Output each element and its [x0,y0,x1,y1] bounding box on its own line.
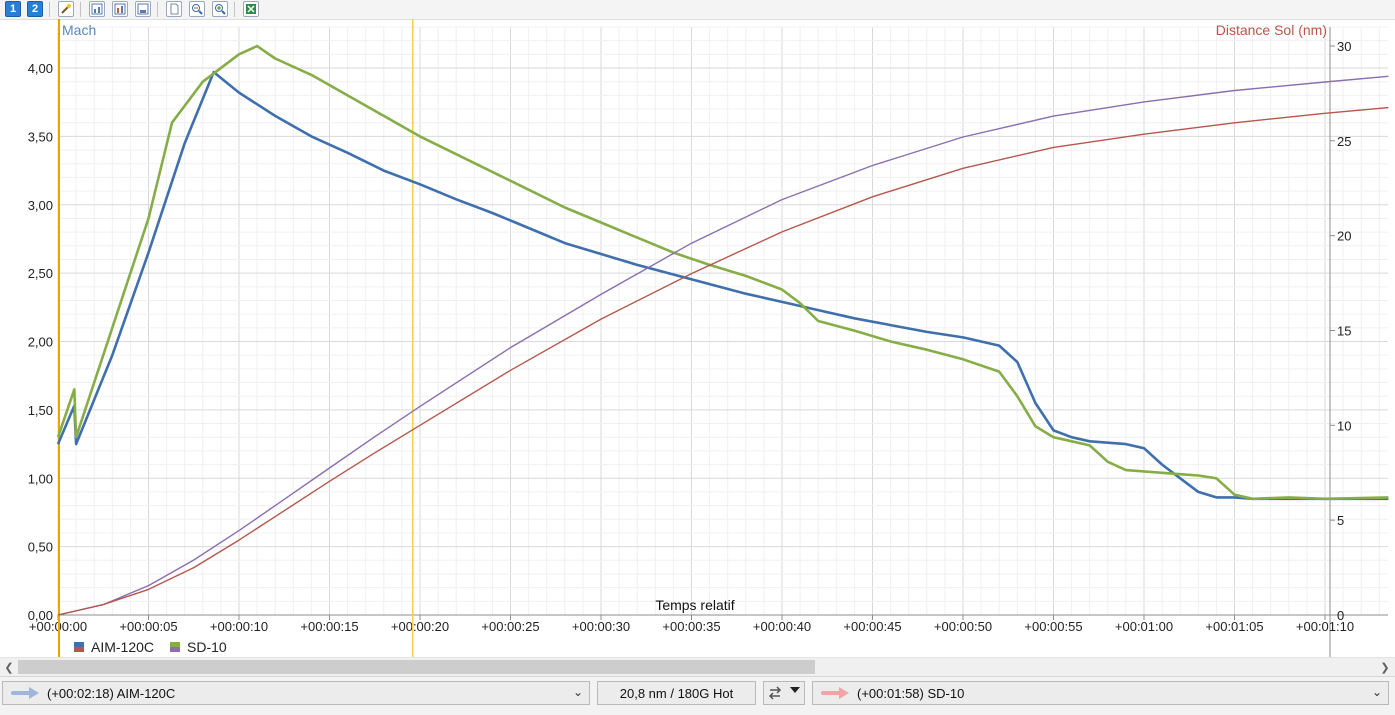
y-left-tick-label: 0,50 [28,540,53,555]
axes: 0,00 0,50 1,00 1,50 2,00 2,50 3,00 3,50 4,00 0 5 10… [28,27,1388,657]
x-tick-label: +00:00:30 [572,619,630,634]
legend-swatch [170,642,181,652]
toolbar-separator [157,2,158,17]
swap-icon [768,686,782,700]
chart-copy-icon[interactable] [112,1,128,17]
y-left-tick-label: 2,50 [28,266,53,281]
y-left-axis-title: Mach [62,22,96,38]
legend-label: AIM-120C [91,639,155,655]
x-tick-label: +00:01:00 [1115,619,1173,634]
distance-readout: 20,8 nm / 180G Hot [597,681,756,705]
legend-item-aim-120c[interactable]: AIM-120C [74,639,154,655]
y-left-tick-label: 1,00 [28,471,53,486]
dropdown-arrow-icon [790,687,800,693]
scrollbar-thumb[interactable] [18,660,815,674]
legend: AIM-120C SD-10 [74,638,243,656]
secondary-missile-label: (+00:01:58) SD-10 [857,685,965,701]
x-tick-label: +00:01:10 [1296,619,1354,634]
x-tick-label: +00:00:05 [119,619,177,634]
y-left-tick-label: 2,00 [28,335,53,350]
swap-button[interactable] [763,681,805,705]
x-tick-label: +00:00:45 [843,619,901,634]
y-right-tick-label: 20 [1337,229,1351,244]
y-right-tick-label: 30 [1337,39,1351,54]
distance-readout-text: 20,8 nm / 180G Hot [619,685,734,701]
y-left-tick-label: 3,50 [28,129,53,144]
series-line-sd-10-distance [57,75,1389,616]
y-right-tick-label: 0 [1337,608,1344,623]
layout-1-button[interactable]: 1 [5,1,21,17]
wand-icon[interactable] [58,1,74,17]
legend-swatch [74,642,84,652]
series-line-aim-120c-mach [56,70,1389,501]
horizontal-scrollbar[interactable]: ❮ ❯ [0,657,1395,676]
cursor-lines [58,19,414,657]
y-left-tick-label: 4,00 [28,61,53,76]
x-tick-label: +00:00:35 [662,619,720,634]
scroll-left-icon[interactable]: ❮ [4,661,14,674]
x-tick-label: +00:00:20 [391,619,449,634]
status-bar: (+00:02:18) AIM-120C ⌄ 20,8 nm / 180G Ho… [0,676,1395,715]
y-right-tick-label: 5 [1337,513,1344,528]
blue-arrow-icon [9,687,39,699]
zoom-in-icon[interactable] [212,1,228,17]
y-right-axis-title: Distance Sol (nm) [1216,22,1327,38]
x-tick-label: +00:00:50 [934,619,992,634]
layout-2-button[interactable]: 2 [27,1,43,17]
secondary-missile-select[interactable]: (+00:01:58) SD-10 ⌄ [812,681,1389,705]
y-left-tick-label: 3,00 [28,198,53,213]
y-right-tick-label: 25 [1337,134,1351,149]
x-tick-label: +00:00:40 [753,619,811,634]
chart-area[interactable]: 0,00 0,50 1,00 1,50 2,00 2,50 3,00 3,50 4,00 0 5 10… [0,19,1395,657]
chart-export-icon[interactable] [89,1,105,17]
toolbar-separator [49,2,50,17]
legend-item-sd-10[interactable]: SD-10 [170,639,227,655]
x-tick-label: +00:00:10 [210,619,268,634]
series-line-sd-10-mach [56,44,1389,501]
primary-missile-label: (+00:02:18) AIM-120C [47,685,176,701]
page-icon[interactable] [166,1,182,17]
chevron-down-icon: ⌄ [1371,685,1382,699]
x-tick-label: +00:00:25 [481,619,539,634]
excel-export-icon[interactable] [243,1,259,17]
x-axis-title: Temps relatif [655,597,734,613]
scroll-right-icon[interactable]: ❯ [1380,661,1390,674]
red-arrow-icon [819,687,849,699]
y-right-tick-label: 15 [1337,323,1351,338]
toolbar-separator [234,2,235,17]
chart-print-icon[interactable] [135,1,151,17]
series-line-aim-120c-distance [57,106,1389,616]
series [56,44,1389,616]
x-tick-label: +00:01:05 [1205,619,1263,634]
toolbar: 1 2 [0,0,1395,20]
legend-label: SD-10 [187,639,227,655]
zoom-out-icon[interactable] [189,1,205,17]
y-left-tick-label: 1,50 [28,403,53,418]
primary-missile-select[interactable]: (+00:02:18) AIM-120C ⌄ [2,681,590,705]
x-tick-label: +00:00:15 [300,619,358,634]
layout-1-label: 1 [9,3,17,15]
chevron-down-icon: ⌄ [572,685,583,699]
layout-2-label: 2 [31,3,39,15]
toolbar-separator [80,2,81,17]
x-tick-label: +00:00:55 [1024,619,1082,634]
grid [57,26,1388,616]
y-right-tick-label: 10 [1337,418,1351,433]
y-left-tick-label: 0,00 [28,608,53,623]
